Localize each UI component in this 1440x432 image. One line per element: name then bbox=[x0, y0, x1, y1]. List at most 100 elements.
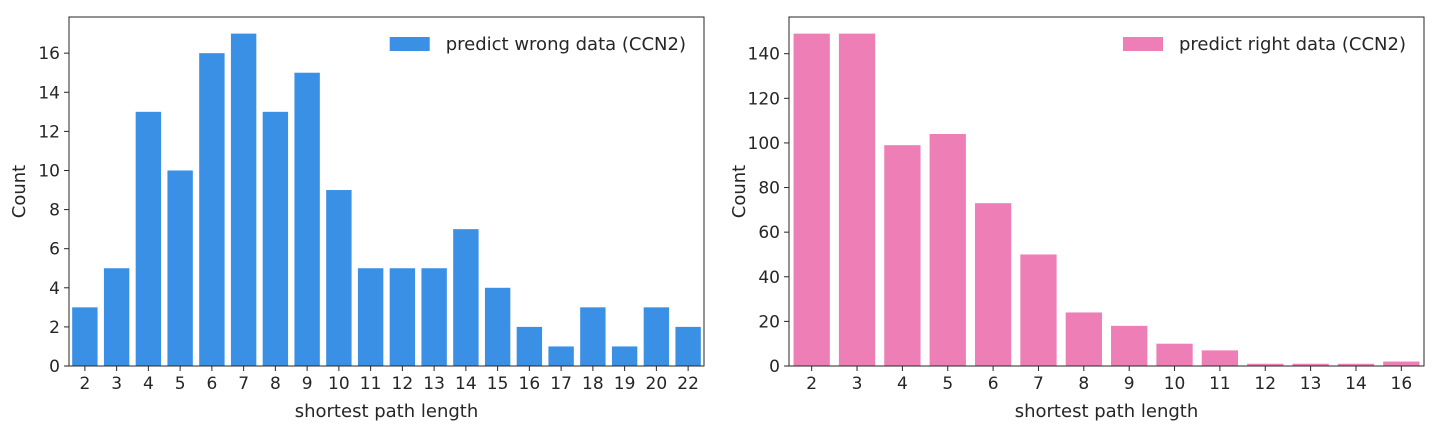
bar-4 bbox=[135, 111, 162, 366]
bar-3 bbox=[103, 268, 130, 366]
y-tick-label: 80 bbox=[758, 179, 780, 199]
y-tick-label: 6 bbox=[49, 240, 60, 260]
x-tick-label: 20 bbox=[646, 374, 668, 394]
y-tick-label: 14 bbox=[38, 83, 60, 103]
x-tick-label: 13 bbox=[1300, 374, 1322, 394]
bar-5 bbox=[929, 134, 966, 366]
chart-right-right: 2 3 4 5 6 7 8 9 10 11 12 13 14 16 0 20 40 60 80 100 120 140 sh… bbox=[729, 16, 1425, 422]
bar-17 bbox=[548, 346, 574, 366]
y-tick-label: 8 bbox=[49, 201, 60, 221]
x-tick-label: 7 bbox=[238, 374, 249, 394]
bar-19 bbox=[611, 346, 638, 366]
bar-4 bbox=[884, 145, 921, 366]
y-tick-label: 0 bbox=[49, 357, 60, 377]
bar-18 bbox=[580, 307, 606, 366]
y-tick-label: 10 bbox=[38, 161, 60, 181]
plot-frame bbox=[788, 16, 1425, 367]
x-tick-label: 18 bbox=[582, 374, 604, 394]
bar-5 bbox=[167, 170, 193, 366]
x-tick-label: 6 bbox=[988, 374, 999, 394]
x-tick-label: 19 bbox=[614, 374, 636, 394]
bar-12 bbox=[1247, 363, 1284, 366]
y-tick-label: 140 bbox=[748, 45, 780, 65]
bar-16 bbox=[1383, 361, 1420, 366]
bar-9 bbox=[294, 72, 320, 366]
bar-14 bbox=[1337, 363, 1375, 366]
bar-6 bbox=[199, 53, 225, 367]
bar-20 bbox=[643, 307, 670, 366]
x-axis-label: shortest path length bbox=[295, 401, 479, 422]
x-tick-label: 10 bbox=[328, 374, 350, 394]
bar-7 bbox=[230, 33, 257, 367]
x-tick-label: 16 bbox=[519, 374, 541, 394]
x-tick-label: 9 bbox=[302, 374, 313, 394]
x-tick-label: 14 bbox=[455, 374, 477, 394]
x-tick-label: 10 bbox=[1164, 374, 1186, 394]
y-tick-label: 16 bbox=[38, 44, 60, 64]
bar-11 bbox=[357, 268, 384, 366]
y-tick-label: 100 bbox=[748, 134, 780, 154]
x-tick-label: 13 bbox=[423, 374, 445, 394]
bar-6 bbox=[974, 203, 1012, 366]
bar-2 bbox=[793, 33, 830, 367]
bar-9 bbox=[1111, 325, 1148, 366]
x-tick-label: 12 bbox=[1254, 374, 1276, 394]
legend: predict right data (CCN2) bbox=[1123, 34, 1406, 55]
legend-swatch bbox=[1123, 37, 1163, 51]
bar-12 bbox=[389, 268, 416, 366]
x-tick-label: 7 bbox=[1033, 374, 1044, 394]
x-tick-label: 12 bbox=[392, 374, 414, 394]
x-tick-label: 4 bbox=[143, 374, 154, 394]
bar-10 bbox=[326, 190, 352, 366]
x-tick-label: 8 bbox=[1078, 374, 1089, 394]
x-axis-label: shortest path length bbox=[1015, 401, 1199, 422]
x-tick-label: 14 bbox=[1345, 374, 1367, 394]
y-tick-label: 20 bbox=[758, 312, 780, 332]
y-tick-label: 120 bbox=[748, 89, 780, 109]
y-axis-label: Count bbox=[729, 165, 750, 218]
bar-14 bbox=[453, 229, 479, 366]
plot-frame bbox=[68, 16, 705, 367]
bar-15 bbox=[484, 287, 511, 366]
x-tick-label: 3 bbox=[111, 374, 122, 394]
x-tick-label: 2 bbox=[79, 374, 90, 394]
bar-16 bbox=[516, 326, 543, 366]
bar-10 bbox=[1156, 343, 1193, 366]
legend-label: predict right data (CCN2) bbox=[1179, 34, 1406, 55]
x-tick-label: 11 bbox=[360, 374, 382, 394]
y-tick-label: 2 bbox=[49, 318, 60, 338]
x-tick-label: 5 bbox=[175, 374, 186, 394]
x-tick-label: 4 bbox=[897, 374, 908, 394]
y-tick-label: 12 bbox=[38, 122, 60, 142]
x-tick-label: 5 bbox=[942, 374, 953, 394]
bar-22 bbox=[675, 326, 701, 366]
bar-8 bbox=[1065, 312, 1102, 366]
y-axis-label: Count bbox=[9, 165, 30, 218]
legend-label: predict wrong data (CCN2) bbox=[446, 34, 686, 55]
bar-7 bbox=[1020, 254, 1057, 366]
x-tick-label: 2 bbox=[806, 374, 817, 394]
bar-13 bbox=[421, 268, 447, 366]
x-tick-label: 8 bbox=[270, 374, 281, 394]
y-tick-label: 60 bbox=[758, 223, 780, 243]
x-tick-label: 22 bbox=[677, 374, 699, 394]
legend-swatch bbox=[389, 37, 430, 51]
bar-2 bbox=[72, 307, 98, 366]
x-tick-label: 6 bbox=[206, 374, 217, 394]
x-tick-label: 17 bbox=[550, 374, 572, 394]
legend: predict wrong data (CCN2) bbox=[389, 34, 686, 55]
bar-8 bbox=[262, 111, 289, 366]
x-tick-label: 3 bbox=[852, 374, 863, 394]
bar-11 bbox=[1201, 350, 1239, 366]
x-tick-label: 9 bbox=[1124, 374, 1135, 394]
y-tick-label: 40 bbox=[758, 268, 780, 288]
y-tick-label: 4 bbox=[49, 279, 60, 299]
chart-left-wrong: 2 3 4 5 6 7 8 9 10 11 12 13 14 15 16 17 18 19 20 2202468101… bbox=[9, 16, 705, 422]
bar-3 bbox=[838, 33, 876, 367]
bar-13 bbox=[1292, 363, 1329, 366]
x-tick-label: 11 bbox=[1209, 374, 1231, 394]
x-tick-label: 15 bbox=[487, 374, 509, 394]
x-tick-label: 16 bbox=[1391, 374, 1413, 394]
y-tick-label: 0 bbox=[769, 357, 780, 377]
